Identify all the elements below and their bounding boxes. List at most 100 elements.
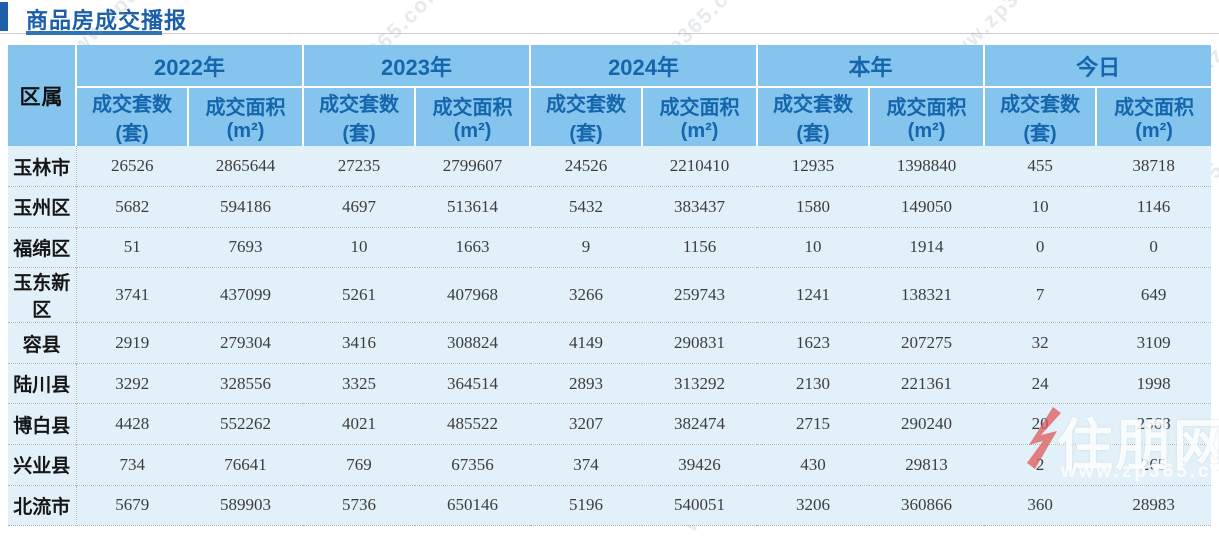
value-cell: 308824: [415, 322, 531, 364]
units-sold-header: 成交套数(套): [756, 87, 870, 146]
corner-header-cell: 区属: [8, 45, 77, 146]
value-cell: 2210410: [642, 146, 758, 187]
value-cell: 3206: [757, 484, 870, 526]
value-cell: 7: [984, 267, 1097, 323]
value-cell: 382474: [642, 403, 758, 445]
value-cell: 2715: [757, 403, 870, 445]
units-sold-header: 成交套数(套): [75, 87, 188, 146]
value-cell: 540051: [642, 484, 758, 526]
title-divider-line: [0, 33, 1219, 34]
table-body: 玉林市 26526 2865644 27235 2799607 24526 2210410 1…: [8, 146, 1212, 526]
value-cell: 437099: [188, 267, 304, 323]
region-cell: 玉州区: [8, 186, 77, 228]
area-sold-header: 成交面积(m²): [868, 87, 985, 146]
value-cell: 1580: [757, 186, 870, 228]
table-row: 玉东新区 3741 437099 5261 407968 3266 259743 1241 13…: [8, 267, 1212, 323]
value-cell: 24: [984, 362, 1097, 404]
units-sold-header: 成交套数(套): [529, 87, 643, 146]
region-cell: 福绵区: [8, 226, 77, 268]
area-sold-header: 成交面积(m²): [641, 87, 758, 146]
value-cell: 3266: [530, 267, 643, 323]
value-cell: 485522: [415, 403, 531, 445]
value-cell: 3741: [76, 267, 188, 323]
value-cell: 28983: [1096, 484, 1212, 526]
value-cell: 374: [530, 444, 643, 486]
value-cell: 364514: [415, 362, 531, 404]
sub-header-row: 成交套数(套) 成交面积(m²) 成交套数(套) 成交面积(m²) 成交套数(套) 成交面…: [8, 87, 1212, 146]
value-cell: 650146: [415, 484, 531, 526]
title-accent-bar: [0, 2, 8, 31]
value-cell: 407968: [415, 267, 531, 323]
value-cell: 2799607: [415, 146, 531, 187]
region-cell: 玉东新区: [8, 267, 77, 323]
area-sold-header: 成交面积(m²): [414, 87, 531, 146]
value-cell: 360: [984, 484, 1097, 526]
value-cell: 76641: [188, 444, 304, 486]
value-cell: 67356: [415, 444, 531, 486]
value-cell: 589903: [188, 484, 304, 526]
value-cell: 138321: [869, 267, 985, 323]
value-cell: 12935: [757, 146, 870, 187]
value-cell: 4149: [530, 322, 643, 364]
value-cell: 3325: [303, 362, 416, 404]
value-cell: 2568: [1096, 403, 1212, 445]
year-group-header: 本年: [756, 45, 985, 88]
value-cell: 328556: [188, 362, 304, 404]
value-cell: 430: [757, 444, 870, 486]
year-group-header: 2022年: [74, 45, 304, 88]
region-cell: 兴业县: [8, 444, 77, 486]
value-cell: 360866: [869, 484, 985, 526]
value-cell: 1663: [415, 226, 531, 268]
region-cell: 北流市: [8, 484, 77, 526]
value-cell: 207275: [869, 322, 985, 364]
region-cell: 博白县: [8, 403, 77, 445]
year-group-header: 2023年: [302, 45, 531, 88]
value-cell: 265: [1096, 444, 1212, 486]
value-cell: 20: [984, 403, 1097, 445]
value-cell: 513614: [415, 186, 531, 228]
value-cell: 27235: [303, 146, 416, 187]
value-cell: 3292: [76, 362, 188, 404]
table-row: 福绵区 51 7693 10 1663 9 1156 10 1914 0 0: [8, 226, 1212, 268]
value-cell: 1156: [642, 226, 758, 268]
value-cell: 32: [984, 322, 1097, 364]
value-cell: 5261: [303, 267, 416, 323]
value-cell: 9: [530, 226, 643, 268]
value-cell: 149050: [869, 186, 985, 228]
value-cell: 10: [303, 226, 416, 268]
value-cell: 29813: [869, 444, 985, 486]
page-title: 商品房成交播报: [26, 8, 188, 33]
year-group-header: 今日: [983, 45, 1212, 88]
value-cell: 1623: [757, 322, 870, 364]
value-cell: 5679: [76, 484, 188, 526]
value-cell: 2865644: [188, 146, 304, 187]
value-cell: 221361: [869, 362, 985, 404]
value-cell: 24526: [530, 146, 643, 187]
value-cell: 1914: [869, 226, 985, 268]
table-row: 博白县 4428 552262 4021 485522 3207 382474 2715 290…: [8, 403, 1212, 445]
region-cell: 容县: [8, 322, 77, 364]
transaction-report-table: 区属 2022年 2023年 2024年 本年 今日 成交套数(套) 成交面积(m²) 成交…: [8, 45, 1212, 527]
region-cell: 陆川县: [8, 362, 77, 404]
value-cell: 279304: [188, 322, 304, 364]
value-cell: 3109: [1096, 322, 1212, 364]
value-cell: 5682: [76, 186, 188, 228]
value-cell: 2893: [530, 362, 643, 404]
value-cell: 5432: [530, 186, 643, 228]
value-cell: 290831: [642, 322, 758, 364]
value-cell: 4021: [303, 403, 416, 445]
value-cell: 455: [984, 146, 1097, 187]
value-cell: 769: [303, 444, 416, 486]
value-cell: 38718: [1096, 146, 1212, 187]
value-cell: 10: [757, 226, 870, 268]
value-cell: 3416: [303, 322, 416, 364]
table-row: 兴业县 734 76641 769 67356 374 39426 430 29813 2 265: [8, 444, 1212, 486]
value-cell: 734: [76, 444, 188, 486]
value-cell: 3207: [530, 403, 643, 445]
area-sold-header: 成交面积(m²): [186, 87, 304, 146]
units-sold-header: 成交套数(套): [983, 87, 1097, 146]
value-cell: 10: [984, 186, 1097, 228]
value-cell: 26526: [76, 146, 188, 187]
value-cell: 2: [984, 444, 1097, 486]
value-cell: 313292: [642, 362, 758, 404]
